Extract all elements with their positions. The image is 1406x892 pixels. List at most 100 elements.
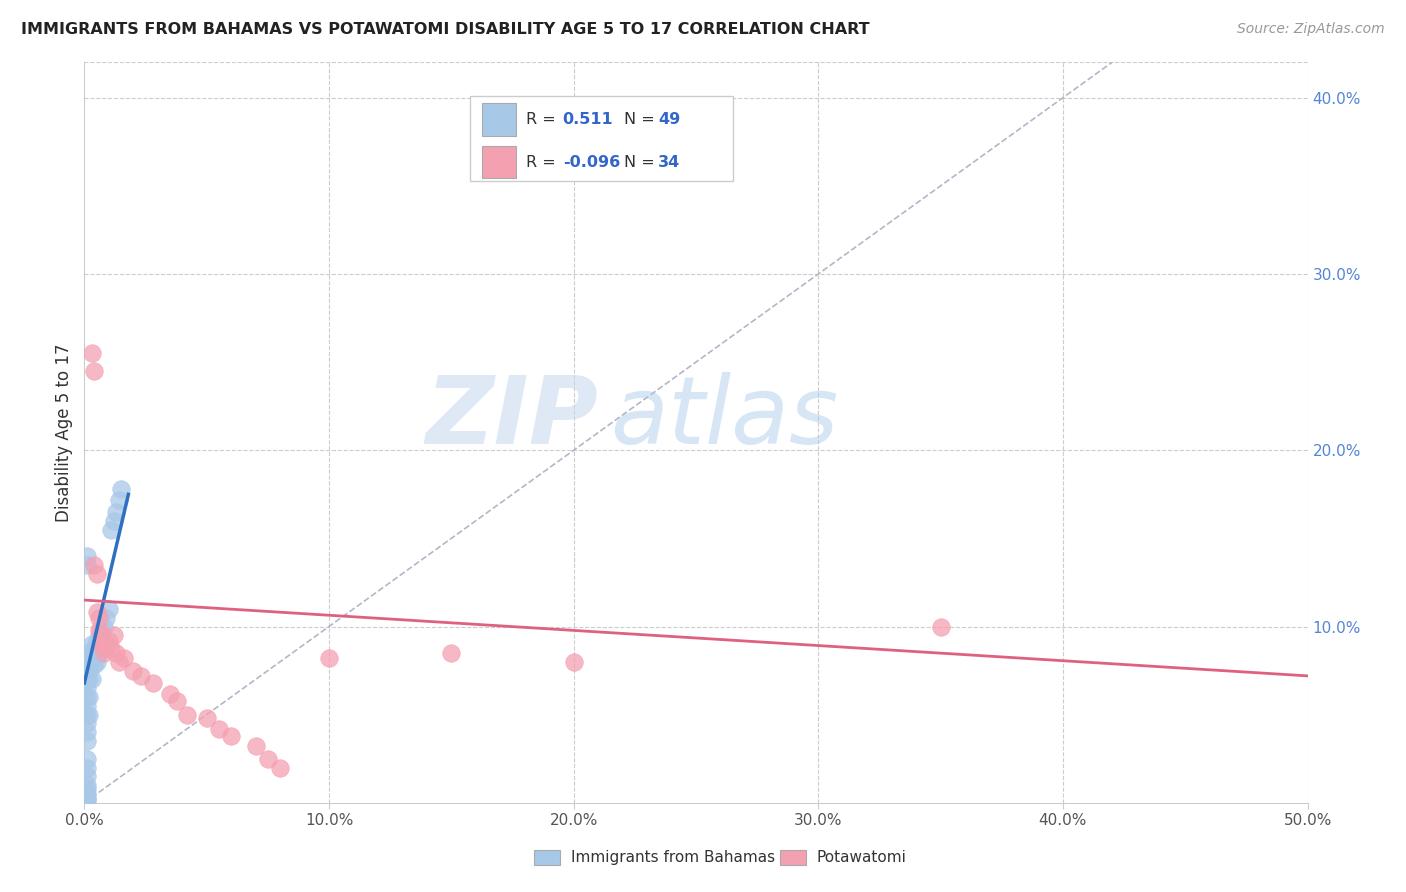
Point: [76, 716, 98, 731]
Point: [97, 602, 120, 616]
Point: [96, 637, 118, 651]
Point: [76, 681, 98, 696]
Text: N =: N =: [624, 112, 655, 127]
Point: [129, 669, 152, 683]
Text: ZIP: ZIP: [425, 372, 598, 464]
Text: 49: 49: [658, 112, 681, 127]
Point: [90, 637, 112, 651]
FancyBboxPatch shape: [482, 103, 516, 136]
Point: [96, 640, 118, 655]
Point: [93, 619, 115, 633]
Point: [142, 676, 165, 690]
Point: [219, 729, 242, 743]
Point: [107, 655, 129, 669]
FancyBboxPatch shape: [482, 146, 516, 178]
Point: [76, 698, 98, 713]
Text: 0.511: 0.511: [562, 112, 613, 127]
Point: [87, 610, 110, 624]
Point: [90, 628, 112, 642]
Point: [77, 664, 100, 678]
Point: [86, 633, 108, 648]
Point: [97, 633, 120, 648]
Point: [76, 690, 98, 704]
Point: [83, 364, 105, 378]
Point: [100, 640, 122, 655]
Point: [80, 651, 103, 665]
Point: [83, 658, 105, 673]
Point: [257, 752, 280, 766]
Point: [176, 707, 198, 722]
Point: [107, 492, 129, 507]
Point: [96, 610, 118, 624]
Point: [76, 734, 98, 748]
Point: [86, 606, 108, 620]
Point: [103, 628, 125, 642]
Point: [87, 628, 110, 642]
Text: N =: N =: [624, 154, 655, 169]
Point: [77, 707, 100, 722]
Text: 34: 34: [658, 154, 681, 169]
Point: [159, 686, 181, 700]
Text: -0.096: -0.096: [562, 154, 620, 169]
Point: [76, 760, 98, 774]
Point: [929, 619, 952, 633]
Point: [440, 646, 463, 660]
Point: [76, 646, 98, 660]
Point: [90, 623, 112, 637]
Point: [80, 637, 103, 651]
Text: R =: R =: [526, 154, 555, 169]
Point: [122, 664, 145, 678]
Point: [110, 482, 132, 496]
Point: [112, 651, 135, 665]
Point: [105, 646, 128, 660]
Point: [93, 646, 115, 660]
Point: [93, 640, 115, 655]
Point: [208, 722, 231, 736]
Point: [76, 549, 98, 563]
Point: [77, 673, 100, 687]
Text: Potawatomi: Potawatomi: [817, 850, 907, 865]
Text: Source: ZipAtlas.com: Source: ZipAtlas.com: [1237, 22, 1385, 37]
Point: [76, 792, 98, 806]
Text: IMMIGRANTS FROM BAHAMAS VS POTAWATOMI DISABILITY AGE 5 TO 17 CORRELATION CHART: IMMIGRANTS FROM BAHAMAS VS POTAWATOMI DI…: [21, 22, 870, 37]
Point: [76, 664, 98, 678]
Text: R =: R =: [526, 112, 555, 127]
Point: [245, 739, 267, 754]
Point: [105, 505, 128, 519]
Point: [80, 673, 103, 687]
Point: [76, 725, 98, 739]
Point: [103, 514, 125, 528]
Point: [76, 655, 98, 669]
Point: [80, 346, 103, 360]
FancyBboxPatch shape: [470, 95, 733, 181]
Point: [83, 640, 105, 655]
Text: atlas: atlas: [610, 372, 838, 463]
Point: [76, 673, 98, 687]
Point: [76, 558, 98, 572]
Point: [166, 693, 188, 707]
Point: [86, 655, 108, 669]
Point: [76, 790, 98, 805]
Point: [76, 787, 98, 801]
Point: [83, 558, 105, 572]
Point: [76, 769, 98, 783]
Point: [100, 523, 122, 537]
Point: [87, 646, 110, 660]
Point: [90, 640, 112, 655]
Point: [76, 778, 98, 792]
Point: [86, 566, 108, 581]
Point: [76, 752, 98, 766]
Point: [77, 690, 100, 704]
Point: [318, 651, 340, 665]
Point: [77, 646, 100, 660]
Point: [93, 637, 115, 651]
Y-axis label: Disability Age 5 to 17: Disability Age 5 to 17: [55, 343, 73, 522]
Point: [76, 707, 98, 722]
Point: [87, 623, 110, 637]
Point: [195, 711, 218, 725]
Text: Immigrants from Bahamas: Immigrants from Bahamas: [571, 850, 775, 865]
Point: [76, 794, 98, 808]
Point: [77, 655, 100, 669]
Point: [269, 760, 291, 774]
Point: [562, 655, 585, 669]
